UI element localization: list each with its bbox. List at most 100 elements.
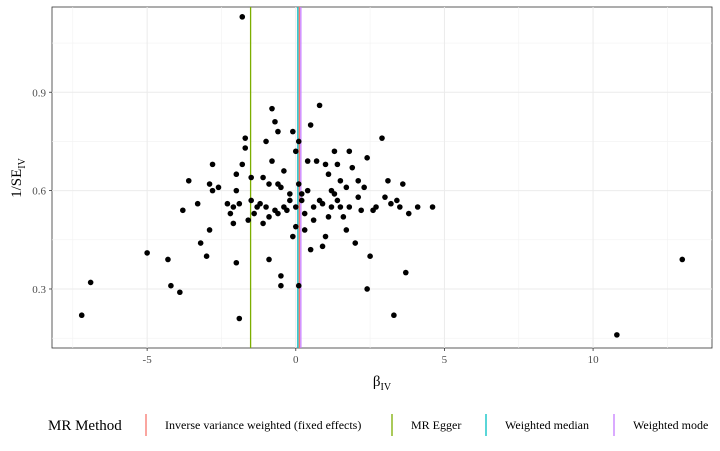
data-point bbox=[367, 253, 373, 259]
x-axis-ticks: -5 0 5 10 bbox=[143, 348, 600, 366]
data-point bbox=[224, 200, 231, 207]
legend-title: MR Method bbox=[48, 418, 122, 434]
data-point bbox=[209, 161, 216, 168]
y-axis-ticks: 0.3 0.6 0.9 bbox=[32, 87, 52, 296]
data-point bbox=[275, 210, 281, 217]
data-point bbox=[319, 200, 326, 207]
data-point bbox=[337, 177, 344, 184]
data-point bbox=[248, 197, 254, 204]
data-point bbox=[307, 246, 314, 253]
data-point bbox=[385, 177, 391, 184]
data-point bbox=[209, 187, 216, 194]
data-point bbox=[382, 194, 388, 200]
data-point bbox=[292, 223, 299, 230]
y-tick-label: 0.9 bbox=[32, 87, 46, 99]
y-tick-label: 0.6 bbox=[32, 186, 46, 198]
data-point bbox=[361, 184, 367, 191]
data-point bbox=[197, 240, 204, 246]
data-point bbox=[272, 118, 278, 125]
x-tick-label: 0 bbox=[293, 354, 299, 366]
data-point bbox=[292, 148, 299, 155]
data-point bbox=[180, 207, 186, 214]
data-point bbox=[185, 177, 192, 184]
data-point bbox=[257, 200, 263, 207]
data-point bbox=[266, 181, 272, 187]
data-point bbox=[266, 256, 272, 263]
data-point bbox=[328, 204, 335, 210]
data-point bbox=[78, 312, 85, 319]
data-point bbox=[292, 204, 299, 210]
data-point bbox=[414, 204, 421, 210]
data-point bbox=[358, 207, 364, 214]
data-point bbox=[251, 210, 257, 217]
data-point bbox=[239, 14, 246, 20]
legend-label: MR Egger bbox=[411, 418, 461, 432]
data-point bbox=[349, 164, 356, 171]
data-point bbox=[248, 174, 254, 181]
data-point bbox=[245, 217, 252, 223]
data-point bbox=[307, 122, 314, 128]
data-point bbox=[203, 253, 210, 259]
data-point bbox=[325, 214, 332, 220]
data-point bbox=[215, 184, 222, 191]
data-point bbox=[275, 128, 281, 135]
data-point bbox=[206, 227, 213, 233]
grid-lines bbox=[52, 7, 712, 348]
data-point bbox=[400, 181, 406, 187]
data-point bbox=[301, 227, 308, 233]
x-tick-label: 5 bbox=[442, 354, 448, 366]
data-point bbox=[266, 214, 272, 220]
data-point bbox=[227, 210, 234, 217]
data-point bbox=[343, 184, 350, 191]
data-point bbox=[310, 217, 317, 223]
data-point bbox=[334, 197, 341, 204]
data-point bbox=[290, 128, 296, 135]
legend-label: Inverse variance weighted (fixed effects… bbox=[165, 418, 361, 432]
x-tick-label: 10 bbox=[588, 354, 600, 366]
data-point bbox=[337, 204, 344, 210]
data-point bbox=[322, 233, 329, 240]
data-point bbox=[242, 145, 249, 151]
data-point bbox=[298, 197, 305, 204]
legend-label: Weighted mode bbox=[633, 418, 708, 432]
data-points bbox=[78, 14, 686, 338]
data-point bbox=[263, 138, 269, 145]
data-point bbox=[290, 233, 296, 240]
x-tick-label: -5 bbox=[143, 354, 153, 366]
data-point bbox=[325, 171, 332, 178]
data-point bbox=[388, 200, 394, 207]
data-point bbox=[269, 105, 275, 112]
data-point bbox=[331, 148, 338, 155]
data-point bbox=[87, 279, 94, 286]
data-point bbox=[284, 207, 290, 214]
data-point bbox=[281, 168, 287, 174]
data-point bbox=[355, 177, 362, 184]
data-point bbox=[236, 200, 243, 207]
data-point bbox=[168, 282, 174, 289]
data-point bbox=[295, 282, 302, 289]
data-point bbox=[295, 138, 302, 145]
data-point bbox=[402, 269, 409, 276]
y-axis-title: 1/SEIV bbox=[9, 157, 28, 198]
legend-label: Weighted median bbox=[505, 418, 589, 432]
data-point bbox=[260, 174, 266, 181]
data-point bbox=[144, 250, 150, 256]
data-point bbox=[313, 158, 320, 164]
data-point bbox=[379, 135, 385, 141]
data-point bbox=[304, 158, 311, 164]
data-point bbox=[346, 148, 353, 155]
data-point bbox=[310, 204, 317, 210]
data-point bbox=[316, 102, 323, 109]
data-point bbox=[287, 197, 293, 204]
data-point bbox=[614, 332, 620, 338]
data-point bbox=[278, 273, 284, 279]
data-point bbox=[206, 181, 213, 187]
data-point bbox=[233, 171, 240, 178]
data-point bbox=[260, 220, 266, 227]
y-tick-label: 0.3 bbox=[32, 284, 46, 296]
legend: MR Method Inverse variance weighted (fix… bbox=[48, 414, 708, 436]
data-point bbox=[301, 210, 308, 217]
data-point bbox=[364, 286, 370, 292]
data-point bbox=[343, 227, 350, 233]
